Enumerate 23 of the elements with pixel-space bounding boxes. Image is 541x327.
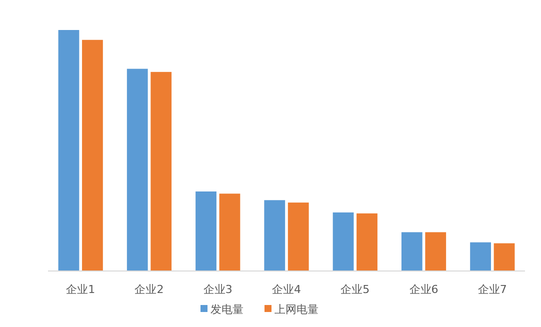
bar: [470, 242, 491, 271]
bar: [219, 194, 240, 271]
bar: [494, 243, 515, 271]
x-tick-label: 企业5: [340, 283, 370, 296]
bar: [82, 40, 103, 271]
bar: [288, 202, 309, 271]
bar: [401, 232, 422, 271]
x-tick-label: 企业7: [478, 283, 507, 296]
bar: [356, 213, 378, 271]
bar: [264, 200, 286, 271]
bar: [196, 191, 216, 271]
legend-label: 发电量: [210, 303, 244, 316]
legend-label: 上网电量: [274, 303, 318, 316]
x-tick-label: 企业3: [203, 283, 232, 296]
bar: [425, 232, 446, 271]
bar: [58, 30, 80, 271]
x-tick-label: 企业2: [134, 283, 164, 296]
bar: [126, 68, 148, 271]
x-tick-label: 企业4: [272, 283, 301, 296]
x-tick-label: 企业1: [66, 283, 96, 296]
bar: [332, 212, 354, 271]
bar: [150, 72, 172, 271]
x-tick-label: 企业6: [409, 283, 438, 296]
